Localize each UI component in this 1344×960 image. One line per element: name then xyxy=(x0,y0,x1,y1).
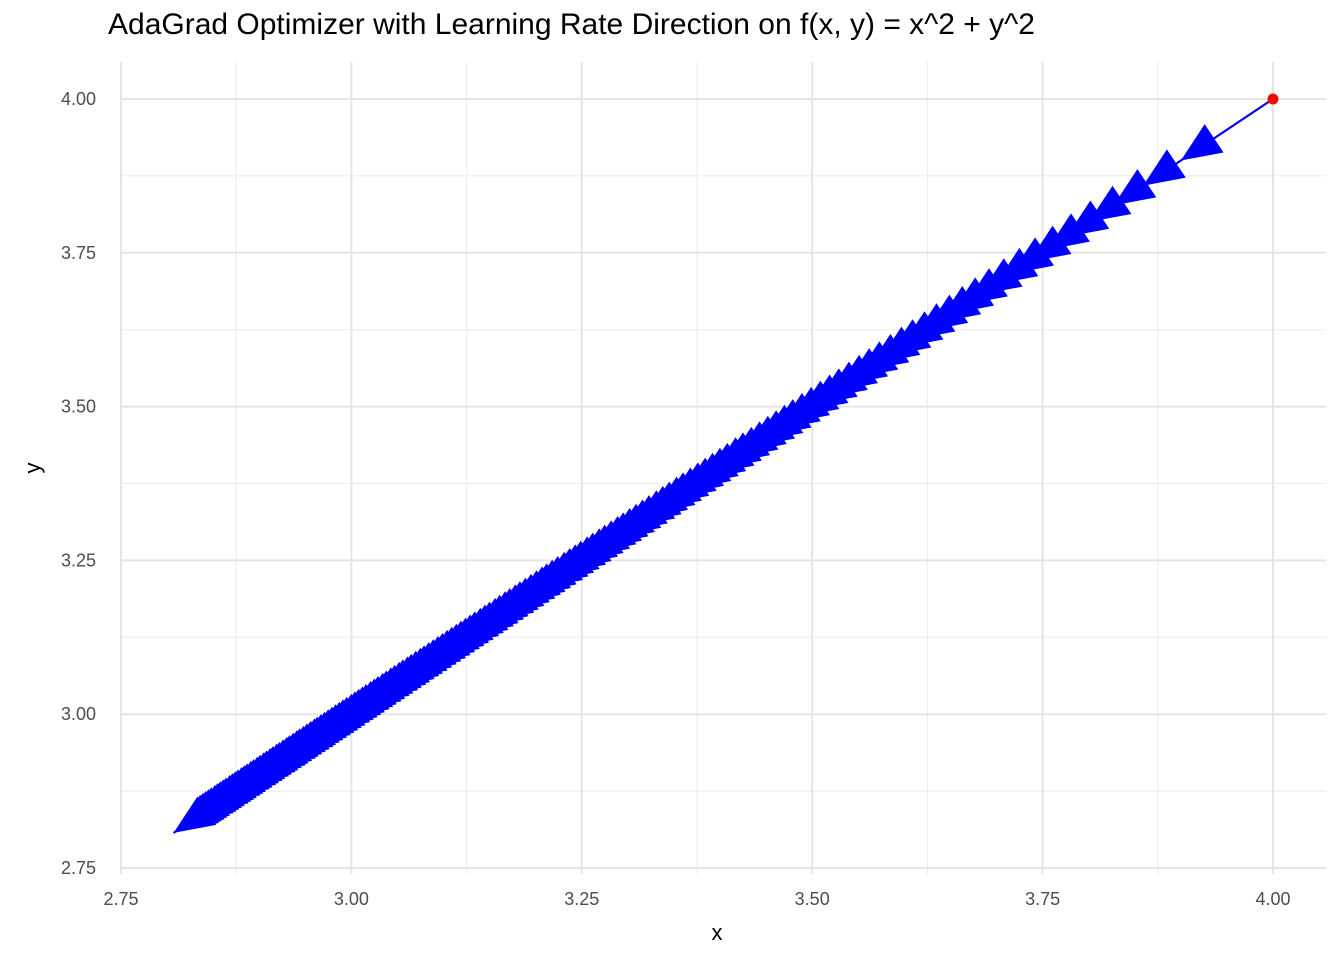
x-tick-label: 2.75 xyxy=(103,889,138,909)
chart-title: AdaGrad Optimizer with Learning Rate Dir… xyxy=(108,8,1035,41)
x-tick-label: 3.25 xyxy=(564,889,599,909)
y-tick-label: 3.50 xyxy=(61,397,96,417)
y-tick-label: 4.00 xyxy=(61,89,96,109)
direction-arrow-head xyxy=(1143,149,1186,186)
x-tick-label: 3.00 xyxy=(334,889,369,909)
x-tick-label: 3.75 xyxy=(1025,889,1060,909)
direction-arrow-head xyxy=(1113,169,1157,206)
direction-arrow-head xyxy=(173,796,217,833)
x-tick-label: 3.50 xyxy=(795,889,830,909)
y-tick-label: 3.75 xyxy=(61,243,96,263)
y-tick-label: 3.00 xyxy=(61,704,96,724)
y-tick-label: 2.75 xyxy=(61,858,96,878)
start-point xyxy=(1267,93,1279,105)
y-tick-label: 3.25 xyxy=(61,550,96,570)
y-axis-label: y xyxy=(20,463,45,474)
x-axis-label: x xyxy=(712,920,723,945)
direction-arrow-head xyxy=(1180,124,1224,161)
direction-arrow-head xyxy=(1088,185,1132,223)
x-tick-label: 4.00 xyxy=(1255,889,1290,909)
